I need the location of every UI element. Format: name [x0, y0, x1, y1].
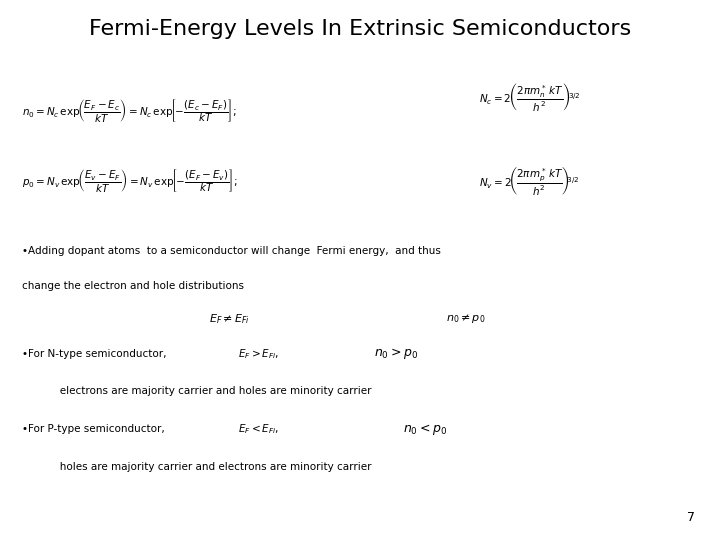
- Text: holes are majority carrier and electrons are minority carrier: holes are majority carrier and electrons…: [50, 462, 372, 472]
- Text: $n_0 > p_0$: $n_0 > p_0$: [374, 346, 418, 361]
- Text: Fermi-Energy Levels In Extrinsic Semiconductors: Fermi-Energy Levels In Extrinsic Semicon…: [89, 19, 631, 39]
- Text: $N_v = 2\!\left(\dfrac{2\pi m_p^*\,kT}{h^2}\right)^{\!\!3/2}$: $N_v = 2\!\left(\dfrac{2\pi m_p^*\,kT}{h…: [479, 164, 579, 198]
- Text: $n_0 \neq p_0$: $n_0 \neq p_0$: [446, 312, 486, 325]
- Text: •For N-type semiconductor,: •For N-type semiconductor,: [22, 349, 166, 359]
- Text: change the electron and hole distributions: change the electron and hole distributio…: [22, 281, 243, 291]
- Text: $E_F < E_{Fi},$: $E_F < E_{Fi},$: [238, 422, 279, 436]
- Text: electrons are majority carrier and holes are minority carrier: electrons are majority carrier and holes…: [50, 387, 372, 396]
- Text: $p_0 = N_v\,\mathrm{exp}\!\left(\dfrac{E_v - E_F}{kT}\right) = N_v\,\mathrm{exp}: $p_0 = N_v\,\mathrm{exp}\!\left(\dfrac{E…: [22, 167, 238, 194]
- Text: •Adding dopant atoms  to a semiconductor will change  Fermi energy,  and thus: •Adding dopant atoms to a semiconductor …: [22, 246, 441, 256]
- Text: $E_F > E_{Fi},$: $E_F > E_{Fi},$: [238, 347, 279, 361]
- Text: 7: 7: [687, 511, 695, 524]
- Text: $E_F \neq E_{Fi}$: $E_F \neq E_{Fi}$: [209, 312, 250, 326]
- Text: $n_0 < p_0$: $n_0 < p_0$: [403, 422, 447, 437]
- Text: $N_c = 2\!\left(\dfrac{2\pi m_n^*\,kT}{h^2}\right)^{\!\!3/2}$: $N_c = 2\!\left(\dfrac{2\pi m_n^*\,kT}{h…: [479, 81, 580, 113]
- Text: $n_0 = N_c\,\mathrm{exp}\!\left(\dfrac{E_F - E_c}{kT}\right) = N_c\,\mathrm{exp}: $n_0 = N_c\,\mathrm{exp}\!\left(\dfrac{E…: [22, 97, 236, 124]
- Text: •For P-type semiconductor,: •For P-type semiconductor,: [22, 424, 164, 434]
